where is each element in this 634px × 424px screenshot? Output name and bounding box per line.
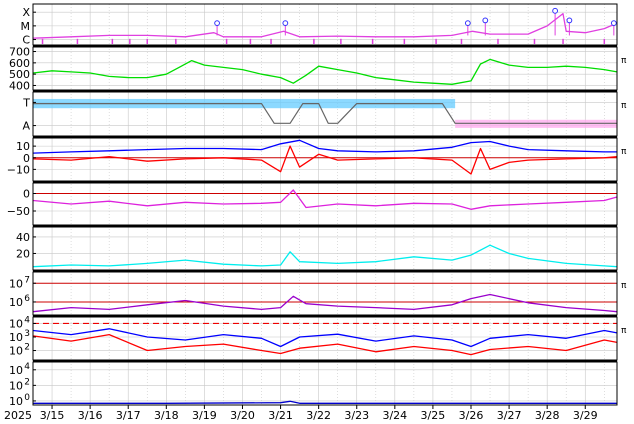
series-line-phi-0 <box>32 189 618 210</box>
y-tick-label: 10 <box>9 331 23 344</box>
axis-layer: 3/15 3/16 3/17 3/18 3/19 3/20 3/21 3/22 3/23 3/24… <box>7 6 627 422</box>
flare-marker <box>214 20 220 27</box>
date-tick-label: 3/15 <box>40 409 65 422</box>
series-line-flux-0 <box>32 328 618 348</box>
y-tick-exponent: 7 <box>24 275 30 285</box>
y-tick-exponent: 0 <box>24 393 30 403</box>
date-tick-label: 3/24 <box>382 409 407 422</box>
panel-phi <box>32 189 618 210</box>
y-tick-label: 20 <box>16 247 30 260</box>
y-tick-exponent: 6 <box>24 294 30 304</box>
date-tick-label: 3/16 <box>78 409 103 422</box>
series-line-flux-1 <box>32 333 618 356</box>
date-tick-label: 3/18 <box>154 409 179 422</box>
date-tick-label: 3/19 <box>192 409 217 422</box>
y-tick-label: 10 <box>9 395 23 408</box>
frame-layer <box>32 3 618 406</box>
flare-marker <box>552 7 559 14</box>
series-line-bz-0 <box>32 139 617 154</box>
y-tick-label: 10 <box>9 277 23 290</box>
y-tick-label: −50 <box>7 205 30 218</box>
flare-marker <box>482 17 489 24</box>
y-tick-label: 600 <box>9 57 30 70</box>
date-tick-label: 3/22 <box>306 409 331 422</box>
panel-unit-mark: π <box>621 281 627 291</box>
y-tick-label: 10 <box>9 296 23 309</box>
panel-density <box>32 244 618 268</box>
date-tick-label: 3/21 <box>268 409 293 422</box>
date-tick-label: 3/20 <box>230 409 255 422</box>
y-tick-label: A <box>22 120 30 133</box>
series-line-temp-0 <box>32 293 618 313</box>
series-layer <box>32 7 618 404</box>
panel-frame-flare <box>32 3 618 46</box>
series-line-imf-dir-2 <box>33 103 617 124</box>
date-tick-label: 3/23 <box>344 409 369 422</box>
y-tick-label: 500 <box>9 68 30 81</box>
y-tick-exponent: 2 <box>24 377 30 387</box>
panel-frame-density <box>32 226 618 271</box>
series-line-proton-0 <box>33 400 617 404</box>
panel-frame-wind <box>32 46 618 91</box>
y-tick-label: T <box>22 96 30 109</box>
panel-unit-mark: π <box>621 56 627 66</box>
series-line-bz-1 <box>32 145 618 175</box>
series-line-flare-0 <box>32 12 618 39</box>
panel-imf-dir <box>33 98 617 128</box>
y-tick-label: 400 <box>9 79 30 92</box>
y-tick-exponent: 4 <box>24 362 30 372</box>
y-tick-label: C <box>22 34 30 47</box>
y-tick-exponent: 3 <box>24 329 30 339</box>
date-tick-label: 3/29 <box>573 409 598 422</box>
panel-unit-mark: π <box>621 326 627 336</box>
y-tick-label: 700 <box>9 46 30 59</box>
panel-bz <box>32 139 618 175</box>
y-tick-label: 10 <box>9 345 23 358</box>
panel-proton <box>33 400 617 404</box>
panel-wind <box>32 58 618 85</box>
date-tick-label: 3/27 <box>497 409 522 422</box>
year-label: 2025 <box>4 409 32 422</box>
panel-flare <box>32 7 618 44</box>
panel-frame-imf-dir <box>32 91 618 137</box>
panel-unit-mark: π <box>621 101 627 111</box>
flare-marker <box>464 20 471 27</box>
y-tick-label: 10 <box>9 317 23 330</box>
flare-marker <box>610 20 617 27</box>
y-tick-label: 10 <box>9 379 23 392</box>
y-tick-label: 0 <box>23 152 30 165</box>
y-tick-exponent: 4 <box>24 315 30 325</box>
y-tick-exponent: 2 <box>24 343 30 353</box>
y-tick-label: 40 <box>16 231 30 244</box>
date-tick-label: 3/17 <box>116 409 141 422</box>
date-tick-label: 3/28 <box>535 409 560 422</box>
y-tick-label: 10 <box>16 140 30 153</box>
panel-temp <box>32 282 618 313</box>
panel-flux <box>32 322 618 356</box>
y-tick-label: −10 <box>7 163 30 176</box>
y-tick-label: 0 <box>23 188 30 201</box>
y-tick-label: X <box>22 6 30 19</box>
flare-marker <box>282 20 289 27</box>
panel-frame-proton <box>32 361 618 406</box>
panel-unit-mark: π <box>621 147 627 157</box>
flare-marker <box>566 17 573 24</box>
series-line-density-0 <box>32 244 618 268</box>
y-tick-label: 10 <box>9 364 23 377</box>
y-tick-label: M <box>21 20 31 33</box>
date-tick-label: 3/25 <box>421 409 446 422</box>
series-line-wind-0 <box>32 58 618 85</box>
date-tick-label: 3/26 <box>459 409 484 422</box>
